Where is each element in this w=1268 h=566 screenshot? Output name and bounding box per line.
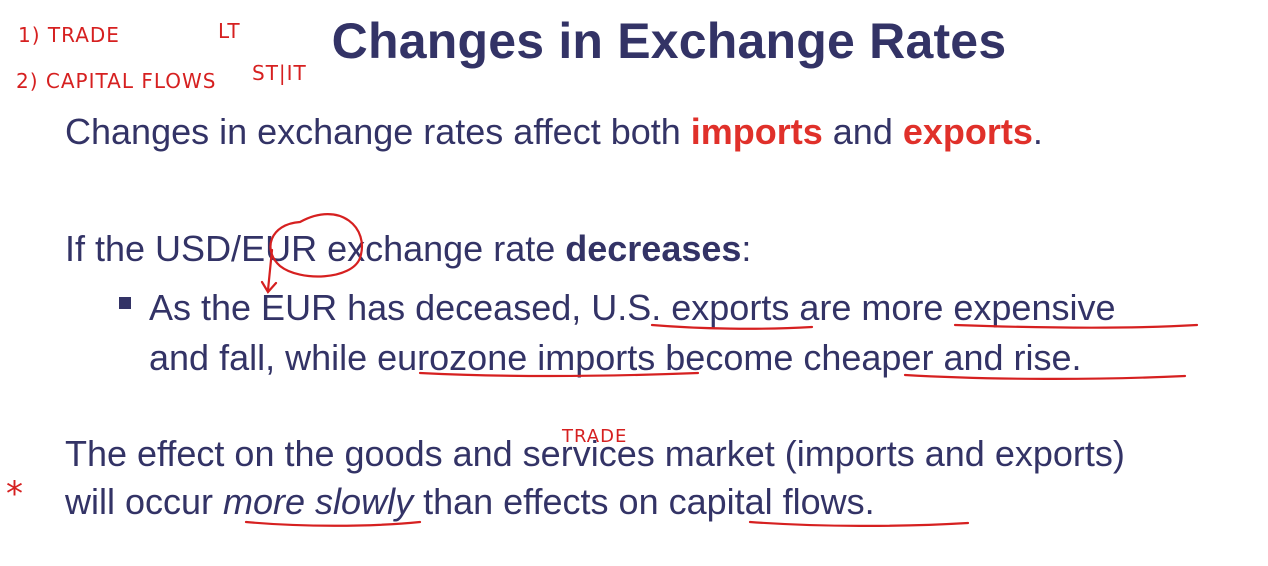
p2-end: : [741, 228, 752, 269]
bullet-square-icon [119, 297, 131, 309]
imports-highlight: imports [690, 111, 823, 152]
star-icon: * [6, 474, 24, 514]
paragraph-effect-line-1: The effect on the goods and services mar… [65, 433, 1125, 474]
p3-line2-pre: will occur [65, 481, 224, 522]
p1-text: Changes in exchange rates affect both [65, 111, 691, 152]
decreases-highlight: decreases [565, 228, 742, 269]
p3-line2-end: than effects on capital flows. [413, 481, 875, 522]
more-slowly-text: more slowly [223, 481, 414, 522]
note-capital-flows: 2) CAPITAL FLOWS [16, 69, 216, 93]
slide-title: Changes in Exchange Rates [331, 13, 1007, 69]
bullet-line-2: and fall, while eurozone imports become … [149, 337, 1082, 378]
p1-end: . [1032, 111, 1043, 152]
paragraph-decrease: If the USD/EUR exchange rate decreases: [65, 225, 751, 273]
paragraph-imports-exports: Changes in exchange rates affect both im… [65, 108, 1043, 156]
p1-mid: and [822, 111, 903, 152]
exports-highlight: exports [902, 111, 1033, 152]
bullet-line-1: As the EUR has deceased, U.S. exports ar… [149, 287, 1116, 328]
paragraph-effect-line-2: will occur more slowly than effects on c… [65, 478, 875, 526]
p2-text: If the USD/EUR exchange rate [65, 228, 566, 269]
